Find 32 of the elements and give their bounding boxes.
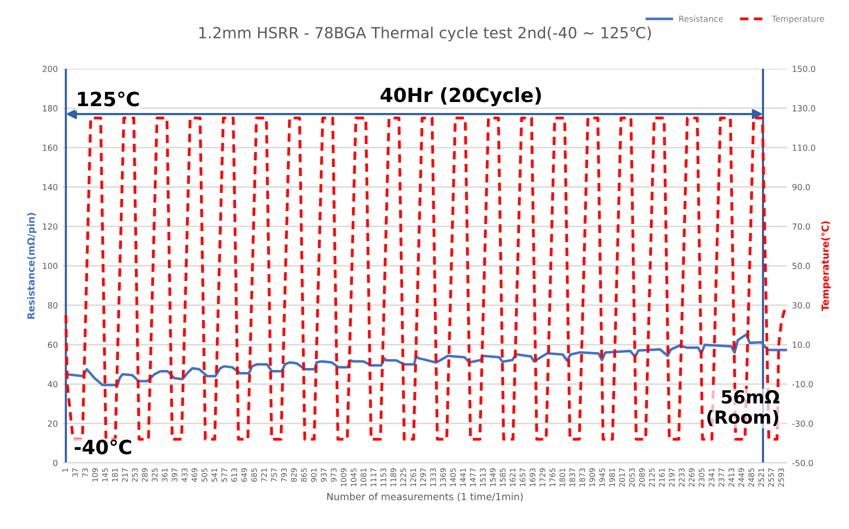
y-tick-label: 80 [48, 302, 58, 309]
y-tick-label: 60 [48, 342, 58, 348]
y-tick-label: 140 [42, 184, 58, 190]
y2-tick-label: 90.0 [792, 184, 810, 190]
y-tick-label: 0 [53, 460, 58, 466]
y-tick-label: 120 [42, 223, 58, 230]
x-axis-title: Number of measurements (1 time/1min) [327, 492, 523, 502]
y-tick-label: 20 [48, 420, 58, 427]
annotation: 40Hr (20Cycle) [380, 87, 541, 106]
y-tick-label: 100 [42, 262, 58, 270]
y2-tick-label: 150.0 [792, 66, 816, 72]
y-tick-label: 180 [42, 105, 58, 112]
y2-tick-label: 30.0 [792, 302, 810, 309]
chart-title: 1.2mm HSRR - 78BGA Thermal cycle test 2nd(-40 ~ 125℃) [199, 26, 651, 42]
legend-label: Temperature [772, 16, 824, 24]
y2-tick-label: -10.0 [792, 381, 813, 388]
y2-tick-label: 110.0 [792, 144, 816, 151]
y-tick-label: 40 [48, 381, 58, 388]
y-tick-label: 160 [42, 144, 58, 151]
y2-tick-label: -30.0 [792, 420, 813, 427]
y2-axis-title: Temperature(℃) [821, 221, 831, 312]
y2-tick-label: 10.0 [792, 342, 810, 348]
y2-tick-label: -50.0 [792, 460, 813, 466]
annotation: 125℃ [78, 92, 139, 106]
y-tick-label: 200 [42, 66, 58, 72]
y2-tick-label: 50.0 [792, 262, 810, 270]
annotation: -40℃ [74, 440, 132, 454]
annotation: 56mΩ (Room) [707, 390, 780, 426]
y-axis-title: Resistance(mΩ/pin) [27, 212, 37, 319]
y2-tick-label: 130.0 [792, 105, 816, 112]
y2-tick-label: 70.0 [792, 223, 810, 230]
legend-label: Resistance [679, 15, 723, 22]
